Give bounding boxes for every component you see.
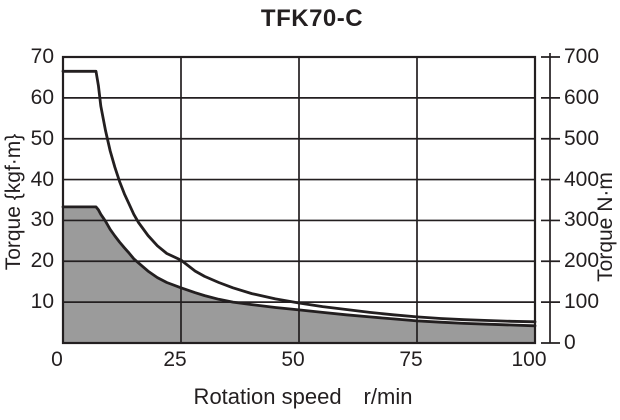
x-axis-title-text: Rotation speed	[193, 384, 342, 409]
x-axis-tick-label: 50	[281, 348, 305, 371]
x-axis-tick-label: 0	[51, 348, 63, 371]
left-axis-tick-label: 70	[30, 45, 54, 68]
left-axis-tick-label: 50	[30, 126, 54, 150]
chart-title: TFK70-C	[260, 5, 364, 32]
x-axis-tick-label: 75	[399, 348, 423, 371]
right-axis-tick-label: 700	[564, 45, 600, 68]
right-axis-tick-label: 500	[564, 126, 600, 150]
curve-upper	[61, 69, 537, 324]
right-axis-tick-label: 300	[564, 208, 600, 232]
x-axis-title: Rotation speed r/min	[194, 384, 413, 410]
x-axis-tick-label: 100	[511, 348, 547, 371]
right-axis-tick-label: 100	[564, 290, 600, 314]
left-axis-tick-label: 60	[30, 85, 54, 109]
right-axis-tick-label: 400	[564, 167, 600, 191]
left-axis-tick-label: 10	[30, 290, 54, 314]
right-axis-tick-label: 600	[564, 85, 600, 109]
curve-lower-filled	[61, 205, 537, 328]
left-axis-tick-label: 20	[30, 249, 54, 273]
right-axis-tick-label: 0	[564, 331, 576, 354]
plot-border	[61, 55, 537, 345]
x-axis-unit: r/min	[363, 384, 413, 409]
right-axis-tick-label: 200	[564, 249, 600, 273]
x-axis-tick-label: 25	[163, 348, 187, 371]
left-axis-tick-label: 30	[30, 208, 54, 232]
left-axis-tick-label: 40	[30, 167, 54, 191]
